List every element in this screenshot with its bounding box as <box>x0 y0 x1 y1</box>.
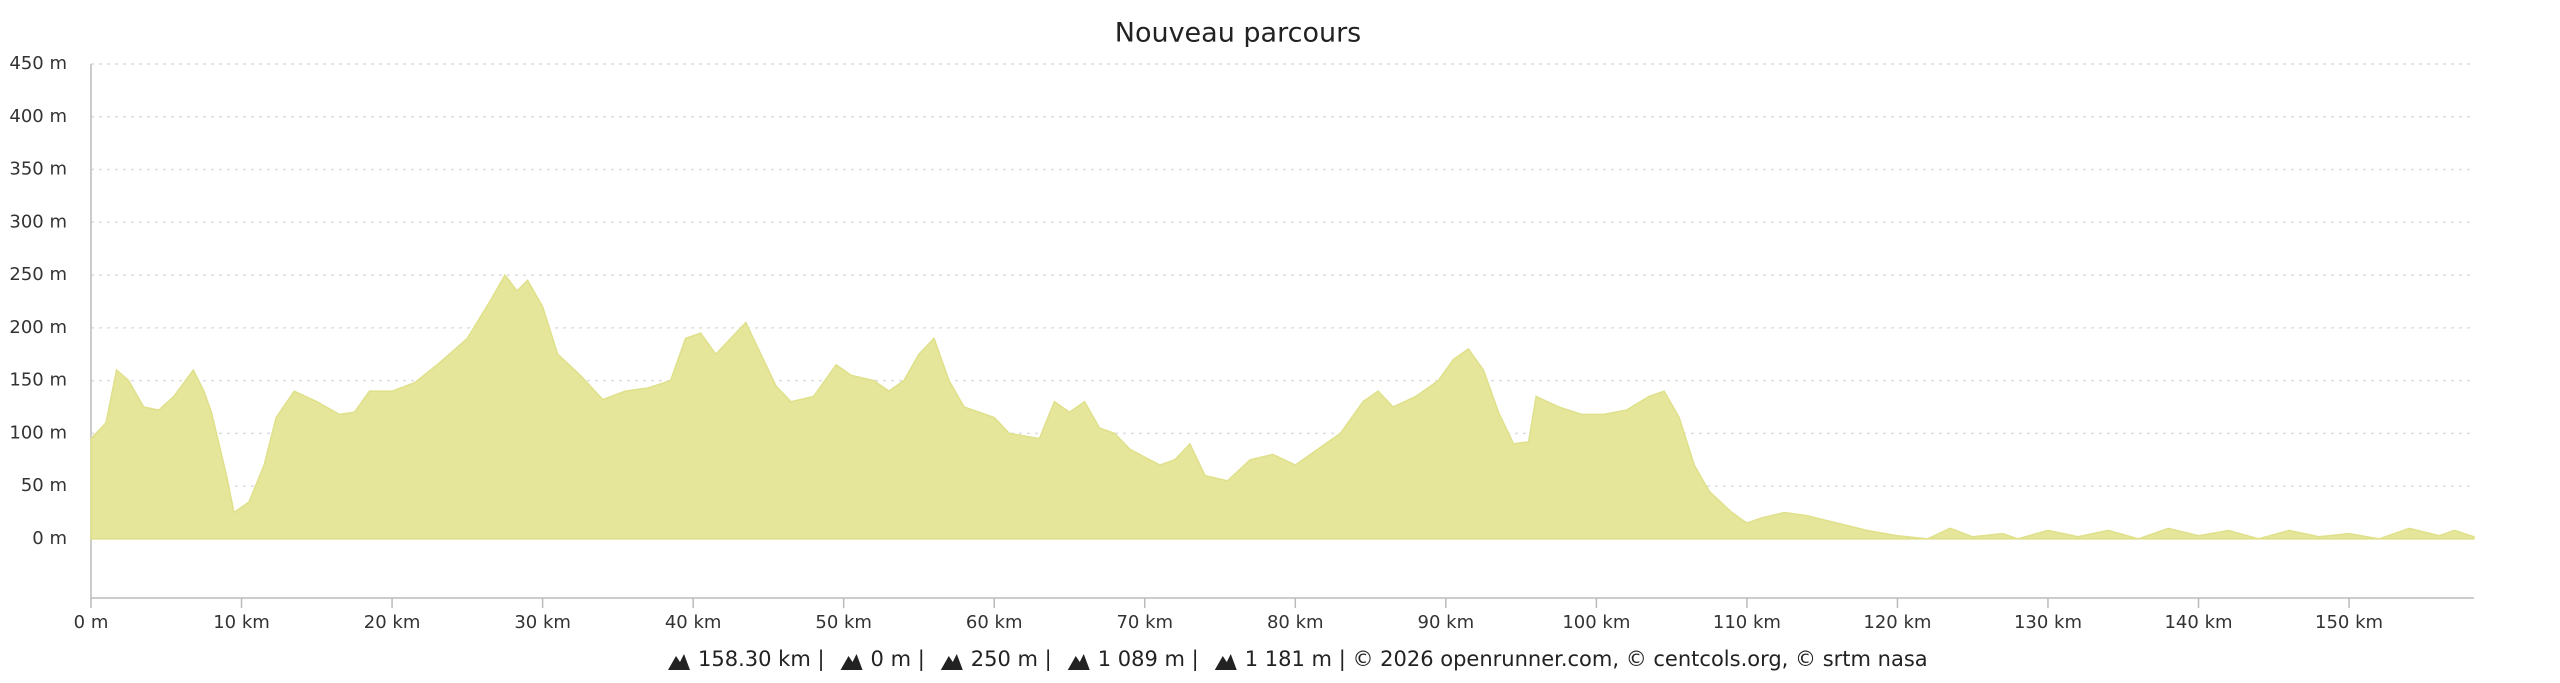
stat-icon <box>668 654 690 670</box>
stat-icon <box>840 654 863 670</box>
x-tick-label: 110 km <box>1713 612 1781 633</box>
icon-shape <box>1067 654 1090 670</box>
y-tick-label: 200 m <box>9 317 67 338</box>
icon-shape <box>840 654 863 670</box>
y-tick-label: 50 m <box>21 475 67 496</box>
x-tick-label: 140 km <box>2164 612 2232 633</box>
x-tick-label: 10 km <box>213 612 270 633</box>
x-tick-label: 130 km <box>2014 612 2082 633</box>
x-tick-label: 100 km <box>1562 612 1630 633</box>
footer-stat: 158.30 km | <box>698 647 825 672</box>
y-tick-label: 100 m <box>9 422 67 443</box>
x-tick-label: 0 m <box>74 612 109 633</box>
x-tick-label: 70 km <box>1116 612 1173 633</box>
footer-stat: 250 m | <box>971 647 1052 672</box>
x-tick-label: 50 km <box>815 612 872 633</box>
icon-shape <box>668 654 690 670</box>
stat-icon <box>940 654 963 670</box>
chart-title: Nouveau parcours <box>1115 18 1362 49</box>
x-tick-label: 30 km <box>514 612 571 633</box>
x-tick-label: 20 km <box>364 612 421 633</box>
y-tick-label: 300 m <box>9 211 67 232</box>
footer-stat: 1 181 m | © 2026 openrunner.com, © centc… <box>1245 647 1928 672</box>
x-tick-label: 120 km <box>1863 612 1931 633</box>
y-tick-label: 450 m <box>9 53 67 74</box>
stat-icon <box>1214 654 1237 670</box>
icon-shape <box>1214 654 1237 670</box>
x-tick-label: 40 km <box>665 612 722 633</box>
y-tick-label: 150 m <box>9 370 67 391</box>
y-tick-label: 0 m <box>32 528 67 549</box>
icon-shape <box>940 654 963 670</box>
y-tick-label: 400 m <box>9 106 67 127</box>
x-tick-label: 80 km <box>1267 612 1324 633</box>
stat-icon <box>1067 654 1090 670</box>
footer-stat: 0 m | <box>871 647 925 672</box>
x-tick-label: 150 km <box>2315 612 2383 633</box>
y-tick-label: 350 m <box>9 159 67 180</box>
y-tick-label: 250 m <box>9 264 67 285</box>
x-tick-label: 60 km <box>966 612 1023 633</box>
x-tick-label: 90 km <box>1418 612 1475 633</box>
elevation-area <box>90 273 2475 540</box>
footer-stat: 1 089 m | <box>1098 647 1199 672</box>
